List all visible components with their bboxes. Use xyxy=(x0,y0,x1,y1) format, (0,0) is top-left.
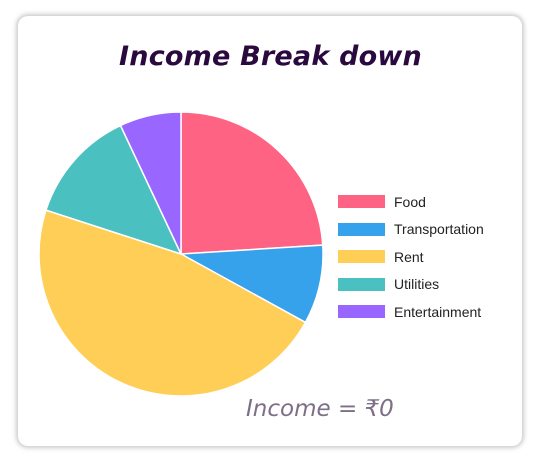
legend-swatch xyxy=(338,277,385,291)
chart-title: Income Break down xyxy=(119,41,422,72)
legend-label: Transportation xyxy=(394,221,484,238)
legend-swatch xyxy=(338,250,385,264)
legend-item-rent[interactable]: Rent xyxy=(338,243,484,271)
legend-label: Rent xyxy=(394,248,424,265)
pie-slice-utilities[interactable] xyxy=(45,124,183,256)
pie-slice-transportation[interactable] xyxy=(178,244,324,324)
income-total: Income = ₹0 xyxy=(246,396,394,422)
legend-item-transportation[interactable]: Transportation xyxy=(338,216,484,244)
legend-swatch xyxy=(338,195,385,209)
pie-slice-rent[interactable] xyxy=(38,209,307,397)
legend-item-utilities[interactable]: Utilities xyxy=(338,271,484,299)
legend-label: Entertainment xyxy=(394,303,482,320)
legend-swatch xyxy=(338,222,385,236)
legend-label: Food xyxy=(394,193,426,210)
pie-slice-entertainment[interactable] xyxy=(119,111,182,255)
pie-slice-food[interactable] xyxy=(180,111,324,255)
legend-item-food[interactable]: Food xyxy=(338,188,484,216)
legend-item-entertainment[interactable]: Entertainment xyxy=(338,298,484,326)
legend-swatch xyxy=(338,305,385,319)
legend-label: Utilities xyxy=(394,276,440,293)
chart-legend: Food Transportation Rent Utilities Entertain… xyxy=(338,188,484,326)
